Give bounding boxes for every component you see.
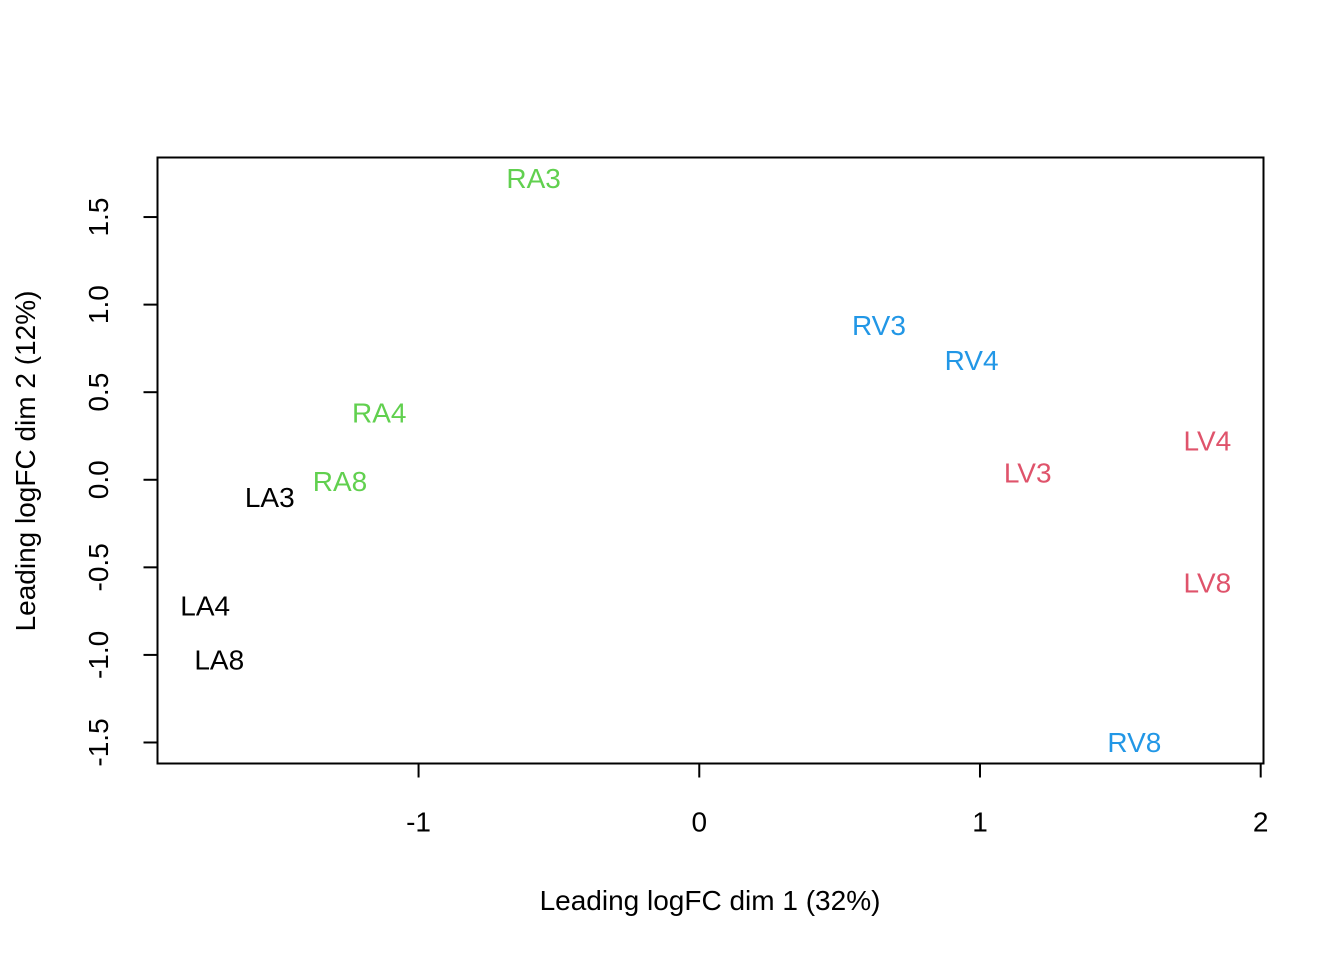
y-tick-label: -1.0 <box>83 631 114 679</box>
point-label-rv8: RV8 <box>1107 727 1161 758</box>
point-label-ra3: RA3 <box>506 163 560 194</box>
x-axis-title: Leading logFC dim 1 (32%) <box>540 885 881 916</box>
y-tick-label: 0.0 <box>83 460 114 499</box>
y-tick-label: 1.0 <box>83 285 114 324</box>
x-tick-label: -1 <box>406 807 431 838</box>
x-tick-label: 0 <box>691 807 707 838</box>
y-axis-title: Leading logFC dim 2 (12%) <box>10 291 41 632</box>
point-label-ra4: RA4 <box>352 398 406 429</box>
x-tick-label: 2 <box>1253 807 1269 838</box>
x-axis: -1 0 1 2 <box>406 762 1269 838</box>
plot-frame <box>156 156 1265 765</box>
point-label-la8: LA8 <box>194 645 244 676</box>
point-label-lv8: LV8 <box>1183 568 1231 599</box>
y-tick-label: -0.5 <box>83 543 114 591</box>
y-tick-label: 0.5 <box>83 373 114 412</box>
point-label-rv4: RV4 <box>945 345 999 376</box>
point-label-la3: LA3 <box>245 482 295 513</box>
x-tick-label: 1 <box>972 807 988 838</box>
point-label-lv3: LV3 <box>1004 457 1052 488</box>
point-label-lv4: LV4 <box>1183 426 1231 457</box>
y-axis: -1.5 -1.0 -0.5 0.0 0.5 1.0 1.5 <box>83 198 159 767</box>
point-label-la4: LA4 <box>180 590 230 621</box>
point-label-rv3: RV3 <box>852 310 906 341</box>
y-tick-label: 1.5 <box>83 198 114 237</box>
data-points: LA3 LA4 LA8 RA3 RA4 RA8 RV3 RV4 RV8 LV3 LV4 LV8 <box>180 163 1231 758</box>
y-tick-label: -1.5 <box>83 718 114 766</box>
point-label-ra8: RA8 <box>313 466 367 497</box>
